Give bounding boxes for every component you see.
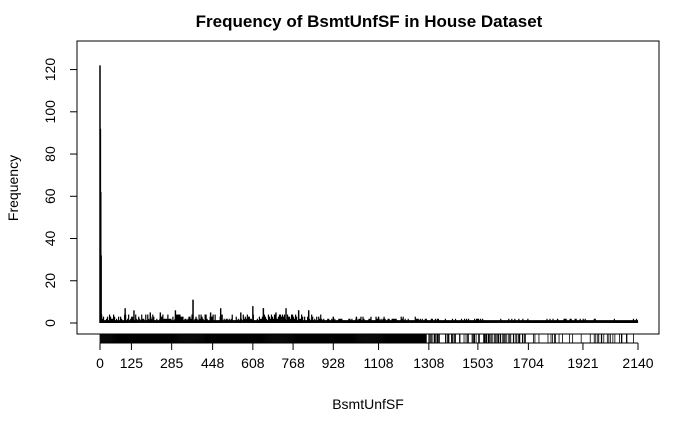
x-tick-label: 1704 (513, 355, 544, 371)
bars-group (99, 65, 639, 323)
y-tick-label: 40 (42, 231, 58, 247)
y-tick-label: 120 (42, 58, 58, 82)
x-tick-label: 2140 (622, 355, 653, 371)
x-tick-label: 125 (120, 355, 144, 371)
x-tick-label: 928 (322, 355, 346, 371)
y-axis-label: Frequency (5, 155, 21, 221)
y-tick-label: 0 (42, 319, 58, 327)
y-tick-label: 60 (42, 188, 58, 204)
x-tick-label: 0 (96, 355, 104, 371)
x-tick-label: 448 (201, 355, 225, 371)
plot-frame (76, 40, 660, 335)
y-tick-label: 20 (42, 273, 58, 289)
x-axis: 0 125 285 448 608 768 928 1108 1308 1503 1704 1921 2… (96, 342, 654, 371)
x-axis-label: BsmtUnfSF (332, 396, 404, 412)
x-tick-label: 1921 (567, 355, 598, 371)
y-tick-label: 80 (42, 146, 58, 162)
y-tick-label: 100 (42, 100, 58, 124)
x-tick-label: 1108 (363, 355, 393, 371)
rug-marks (99, 334, 634, 343)
x-tick-label: 768 (281, 355, 305, 371)
chart-title: Frequency of BsmtUnfSF in House Dataset (196, 12, 543, 31)
x-tick-label: 1308 (413, 355, 444, 371)
x-tick-label: 285 (160, 355, 184, 371)
x-tick-label: 1503 (462, 355, 493, 371)
y-axis: 0 20 40 60 80 100 120 (42, 58, 78, 327)
x-tick-label: 608 (241, 355, 265, 371)
